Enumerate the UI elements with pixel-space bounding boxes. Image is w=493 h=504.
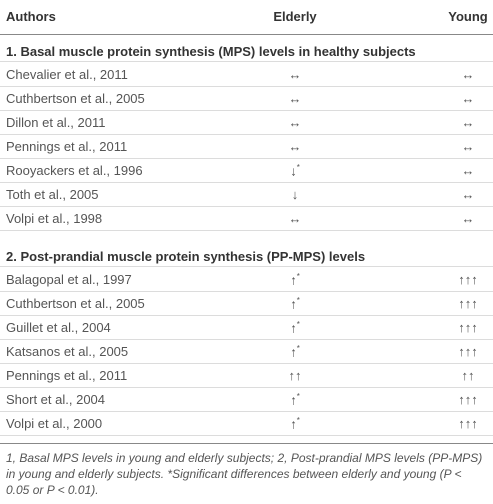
elderly-cell: ↑*: [255, 416, 335, 431]
author-cell: Volpi et al., 2000: [6, 416, 103, 431]
elderly-symbol: ↑: [290, 416, 297, 432]
young-cell: ↑↑↑: [458, 392, 478, 407]
significance-mark: *: [296, 344, 300, 353]
data-row: Volpi et al., 1998 ↔ ↔: [0, 206, 493, 231]
elderly-symbol: ↓: [291, 187, 299, 202]
author-cell: Pennings et al., 2011: [6, 368, 128, 383]
young-cell: ↔: [461, 163, 475, 178]
significance-mark: *: [296, 416, 300, 425]
elderly-cell: ↑*: [255, 320, 335, 335]
header-cell: Elderly: [273, 9, 317, 24]
elderly-cell: ↑*: [255, 296, 335, 311]
author-cell: Volpi et al., 1998: [6, 211, 103, 226]
elderly-cell: ↑*: [255, 272, 335, 287]
elderly-cell: ↑*: [255, 344, 335, 359]
header-cell: Authors: [6, 9, 56, 24]
elderly-symbol: ↔: [288, 211, 302, 226]
author-cell: Cuthbertson et al., 2005: [6, 91, 145, 106]
data-row: Guillet et al., 2004 ↑* ↑↑↑: [0, 315, 493, 340]
footnote: 1, Basal MPS levels in young and elderly…: [6, 451, 483, 497]
data-row: Cuthbertson et al., 2005 ↔ ↔: [0, 86, 493, 111]
elderly-cell: ↓: [255, 187, 335, 202]
author-cell: Toth et al., 2005: [6, 187, 99, 202]
significance-mark: *: [296, 392, 300, 401]
data-row: Rooyackers et al., 1996 ↓* ↔: [0, 158, 493, 183]
young-cell: ↑↑↑: [458, 272, 478, 287]
author-cell: Short et al., 2004: [6, 392, 106, 407]
author-cell: Pennings et al., 2011: [6, 139, 128, 154]
elderly-symbol: ↔: [288, 91, 302, 106]
elderly-cell: ↔: [255, 211, 335, 226]
data-row: Chevalier et al., 2011 ↔ ↔: [0, 62, 493, 87]
significance-mark: *: [296, 296, 300, 305]
young-cell: ↔: [461, 67, 475, 82]
young-cell: ↔: [461, 115, 475, 130]
elderly-cell: ↔: [255, 67, 335, 82]
data-row: Pennings et al., 2011 ↑↑ ↑↑: [0, 363, 493, 388]
significance-mark: *: [296, 320, 300, 329]
section-title: 1. Basal muscle protein synthesis (MPS) …: [6, 44, 416, 59]
elderly-cell: ↑*: [255, 392, 335, 407]
significance-mark: *: [296, 163, 300, 172]
elderly-symbol: ↓: [290, 163, 297, 179]
young-cell: ↔: [461, 187, 475, 202]
data-row: Short et al., 2004 ↑* ↑↑↑: [0, 387, 493, 412]
data-row: Katsanos et al., 2005 ↑* ↑↑↑: [0, 339, 493, 364]
young-cell: ↑↑↑: [458, 320, 478, 335]
header-row: Authors Elderly Young: [0, 0, 493, 35]
elderly-cell: ↔: [255, 91, 335, 106]
author-cell: Dillon et al., 2011: [6, 115, 106, 130]
author-cell: Katsanos et al., 2005: [6, 344, 129, 359]
young-cell: ↔: [461, 139, 475, 154]
author-cell: Rooyackers et al., 1996: [6, 163, 143, 178]
elderly-cell: ↔: [255, 139, 335, 154]
data-row: Cuthbertson et al., 2005 ↑* ↑↑↑: [0, 291, 493, 316]
elderly-symbol: ↑↑: [288, 368, 302, 383]
young-cell: ↑↑↑: [458, 344, 478, 359]
elderly-cell: ↓*: [255, 163, 335, 178]
elderly-symbol: ↑: [290, 272, 297, 288]
young-cell: ↔: [461, 91, 475, 106]
elderly-symbol: ↔: [288, 115, 302, 130]
young-cell: ↑↑: [461, 368, 475, 383]
section-row: 1. Basal muscle protein synthesis (MPS) …: [0, 35, 493, 62]
author-cell: Cuthbertson et al., 2005: [6, 296, 145, 311]
header-cell: Young: [448, 9, 488, 24]
data-row: Toth et al., 2005 ↓ ↔: [0, 182, 493, 207]
data-row: Balagopal et al., 1997 ↑* ↑↑↑: [0, 267, 493, 292]
significance-mark: *: [296, 272, 300, 281]
data-row: Dillon et al., 2011 ↔ ↔: [0, 110, 493, 135]
elderly-symbol: ↑: [290, 296, 297, 312]
young-cell: ↑↑↑: [458, 416, 478, 431]
section-row: 2. Post-prandial muscle protein synthesi…: [0, 240, 493, 267]
table-bottom-rule: [0, 443, 493, 444]
elderly-cell: ↑↑: [255, 368, 335, 383]
young-cell: ↔: [461, 211, 475, 226]
section-title: 2. Post-prandial muscle protein synthesi…: [6, 249, 366, 264]
author-cell: Balagopal et al., 1997: [6, 272, 132, 287]
author-cell: Chevalier et al., 2011: [6, 67, 128, 82]
elderly-symbol: ↔: [288, 139, 302, 154]
data-row: Pennings et al., 2011 ↔ ↔: [0, 134, 493, 159]
elderly-cell: ↔: [255, 115, 335, 130]
elderly-symbol: ↑: [290, 320, 297, 336]
young-cell: ↑↑↑: [458, 296, 478, 311]
elderly-symbol: ↑: [290, 344, 297, 360]
elderly-symbol: ↔: [288, 67, 302, 82]
data-row: Volpi et al., 2000 ↑* ↑↑↑: [0, 411, 493, 436]
author-cell: Guillet et al., 2004: [6, 320, 111, 335]
elderly-symbol: ↑: [290, 392, 297, 408]
